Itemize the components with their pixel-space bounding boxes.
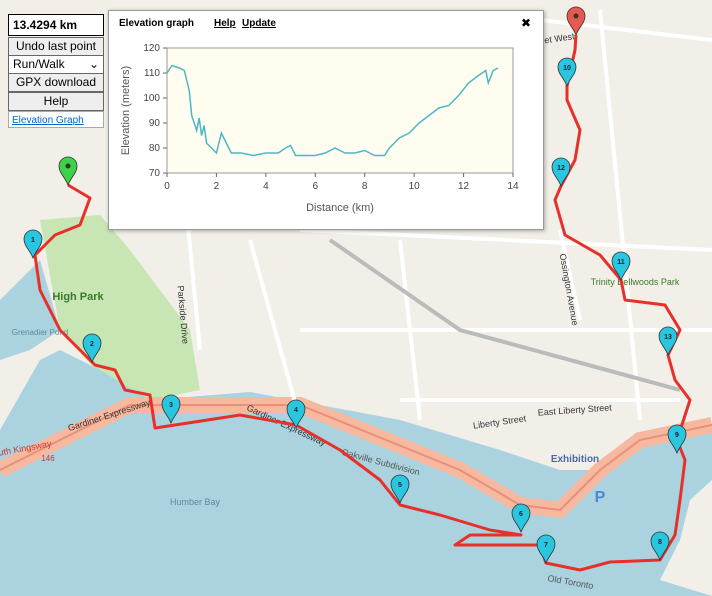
marker-pin: [82, 333, 102, 364]
undo-button[interactable]: Undo last point: [8, 37, 104, 56]
marker-pin: [650, 531, 670, 562]
elevation-panel: Elevation graph Help Update ✖ 0 2 4 6 8 10 12 1…: [108, 10, 544, 230]
marker-label: 5: [398, 482, 402, 489]
street: [539, 18, 712, 42]
marker-label: 7: [544, 542, 548, 549]
streets: [168, 9, 712, 421]
map-label: High Park: [52, 291, 104, 303]
marker-label: 13: [664, 334, 672, 341]
x-tick-label: 2: [214, 181, 220, 192]
marker-label: 9: [675, 432, 679, 439]
pin-dot: [573, 13, 579, 19]
marker-pin: [161, 394, 181, 425]
chart: Elevation graph Help Update ✖ 0 2 4 6 8 10 12 1…: [119, 16, 531, 214]
distance: 13.4294 km: [8, 14, 104, 36]
marker-label: 2: [90, 341, 94, 348]
x-tick-label: 14: [507, 181, 519, 192]
street: [398, 239, 422, 421]
park: [40, 215, 200, 400]
map-label: P: [595, 489, 606, 506]
y-tick-label: 110: [144, 68, 160, 79]
marker-label: 3: [169, 402, 173, 409]
help-button[interactable]: Help: [8, 92, 104, 111]
x-tick-label: 0: [164, 181, 170, 192]
x-tick-label: 8: [362, 181, 368, 192]
mode: Run/Walk: [13, 57, 65, 71]
marker-pin: [286, 399, 306, 430]
marker-pin: [611, 251, 631, 282]
marker-pin: [536, 534, 556, 565]
x-tick-label: 4: [263, 181, 269, 192]
plot-area: [166, 47, 514, 174]
marker-pin: [551, 157, 571, 188]
marker-label: 12: [557, 165, 565, 172]
chevron: ⌄: [88, 57, 99, 71]
map-label: 146: [41, 454, 55, 463]
panel-help[interactable]: Help: [214, 18, 236, 29]
start-pin: [58, 156, 78, 187]
x-tick-label: 12: [458, 181, 470, 192]
y-tick-label: 70: [149, 168, 161, 179]
marker-pin: [667, 424, 687, 455]
panel-close[interactable]: ✖: [521, 16, 531, 30]
pin-dot: [65, 163, 71, 169]
marker-label: 4: [294, 407, 298, 414]
street: [558, 229, 582, 321]
map-label: Trinity Bellwoods Park: [591, 277, 680, 287]
x-tick-label: 10: [409, 181, 421, 192]
marker-pin: [511, 503, 531, 534]
elevation-line: [166, 64, 499, 157]
map-label: Humber Bay: [170, 497, 221, 507]
end-pin: [566, 6, 586, 37]
marker-pin: [658, 326, 678, 357]
map-label: Grenadier Pond: [12, 328, 68, 337]
marker-label: 11: [617, 259, 625, 266]
gpx-button[interactable]: GPX download: [8, 73, 104, 92]
map-label: Exhibition: [551, 454, 599, 465]
marker-label: 10: [563, 65, 571, 72]
marker-pin: [23, 229, 43, 260]
street: [598, 9, 642, 421]
y-tick-label: 120: [143, 43, 160, 54]
marker-label: 1: [31, 237, 35, 244]
street: [248, 239, 302, 421]
marker-label: 8: [658, 539, 662, 546]
y-axis-label: Elevation (meters): [120, 66, 132, 155]
marker-pin: [557, 57, 577, 88]
y-tick-label: 80: [149, 143, 161, 154]
graph-link[interactable]: Elevation Graph: [8, 111, 104, 128]
x-axis-label: Distance (km): [306, 202, 374, 214]
street: [299, 228, 712, 252]
y-tick-label: 100: [143, 93, 160, 104]
marker-pin: [390, 474, 410, 505]
mode-select[interactable]: Run/Walk ⌄: [8, 55, 104, 74]
panel-update[interactable]: Update: [242, 18, 276, 29]
marker-label: 6: [519, 511, 523, 518]
panel-title: Elevation graph: [119, 18, 194, 29]
y-tick-label: 90: [149, 118, 161, 129]
x-tick-label: 6: [313, 181, 319, 192]
rail: [328, 238, 681, 392]
pond: [0, 260, 60, 360]
